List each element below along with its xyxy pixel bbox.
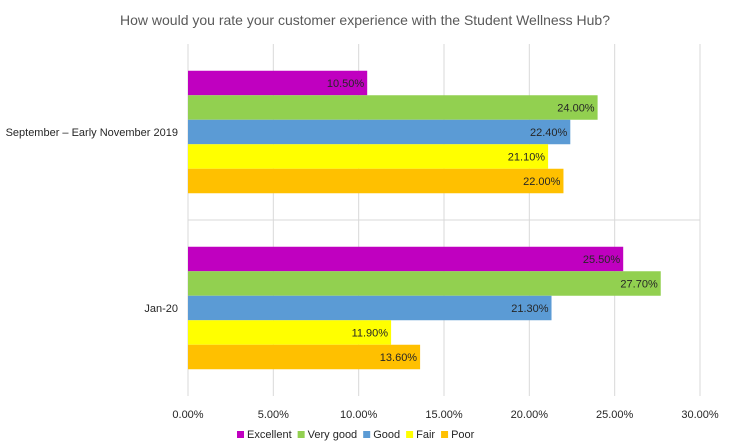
x-tick-label: 5.00% xyxy=(258,409,289,421)
y-category-label: September – Early November 2019 xyxy=(6,127,178,139)
x-tick-label: 25.00% xyxy=(596,409,634,421)
bar xyxy=(188,320,392,345)
bars: 10.50% 24.00% 22.40% 21.10% 22.00% 25.50% 27.7… xyxy=(188,70,661,370)
bar xyxy=(188,295,552,321)
data-label: 24.00% xyxy=(557,103,595,115)
x-tick-label: 0.00% xyxy=(172,409,203,421)
bar xyxy=(188,144,549,169)
x-tick-label: 15.00% xyxy=(425,409,463,421)
legend-entry: Poor xyxy=(451,429,475,441)
data-label: 25.50% xyxy=(583,254,621,266)
x-tick-label: 10.00% xyxy=(340,409,378,421)
legend-entry: Excellent xyxy=(247,429,292,441)
bar xyxy=(188,95,598,120)
legend-entry: Good xyxy=(373,429,400,441)
x-axis-ticks: 0.00% 5.00% 10.00% 15.00% 20.00% 25.00% 30.00% xyxy=(172,409,718,421)
bar xyxy=(188,168,564,194)
legend-entry: Very good xyxy=(308,429,358,441)
legend-entry: Fair xyxy=(416,429,435,441)
data-label: 13.60% xyxy=(380,352,418,364)
data-label: 22.40% xyxy=(530,127,568,139)
data-label: 21.30% xyxy=(511,303,549,315)
data-label: 27.70% xyxy=(620,279,658,291)
legend-swatch xyxy=(406,431,414,438)
x-tick-label: 30.00% xyxy=(681,409,719,421)
data-label: 21.10% xyxy=(508,152,546,164)
bar xyxy=(188,119,571,145)
bar xyxy=(188,271,661,296)
data-label: 11.90% xyxy=(352,328,389,340)
data-label: 10.50% xyxy=(327,78,365,90)
bar xyxy=(188,70,368,96)
legend-swatch xyxy=(237,431,244,438)
bar xyxy=(188,246,624,272)
x-tick-label: 20.00% xyxy=(511,409,549,421)
legend-swatch xyxy=(297,431,305,438)
y-category-label: Jan-20 xyxy=(144,303,178,315)
legend: Excellent Very good Good Fair Poor xyxy=(237,429,475,441)
chart-title: How would you rate your customer experie… xyxy=(120,12,610,28)
bar xyxy=(188,344,421,370)
y-axis-categories: September – Early November 2019 Jan-20 xyxy=(6,127,178,315)
data-label: 22.00% xyxy=(523,176,561,188)
legend-swatch xyxy=(363,431,371,438)
legend-swatch xyxy=(441,431,449,438)
